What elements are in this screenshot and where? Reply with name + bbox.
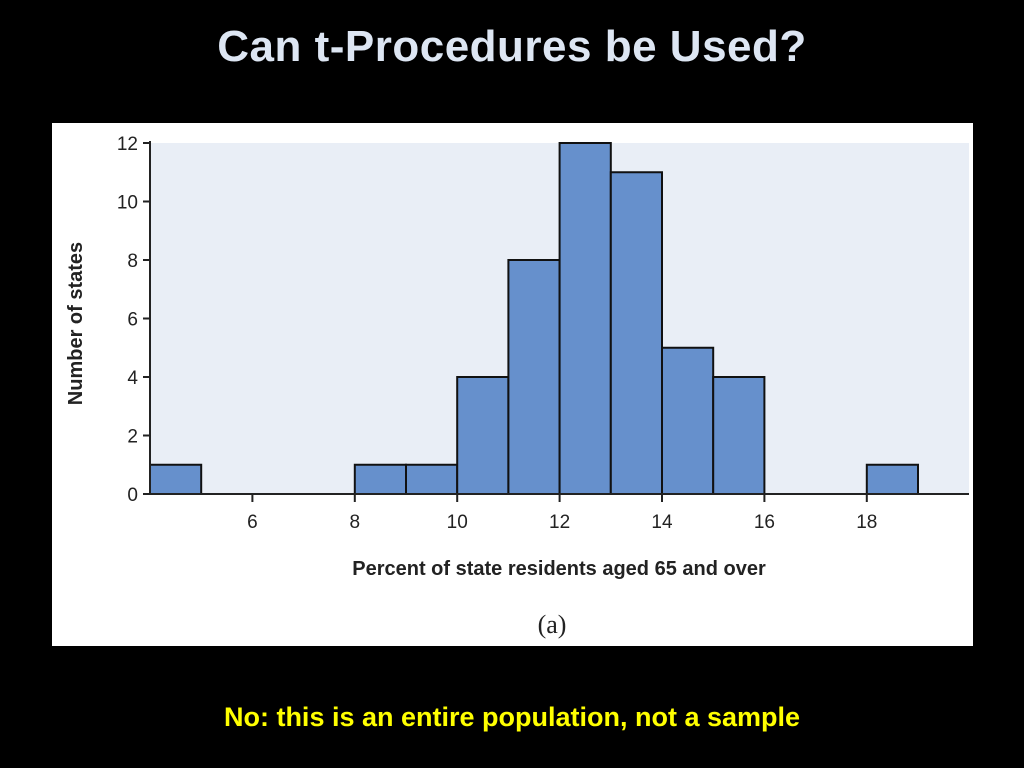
histogram-bar (353, 463, 407, 495)
y-tick-label: 8 (127, 251, 138, 272)
x-tick-label: 14 (651, 512, 673, 533)
x-tick-label: 10 (447, 512, 468, 533)
y-tick-label: 0 (127, 485, 138, 506)
slide-caption: No: this is an entire population, not a … (223, 702, 801, 732)
histogram-bar (405, 463, 459, 495)
y-axis-title: Number of states (65, 242, 87, 405)
x-tick-label: 12 (549, 512, 570, 533)
y-tick-label: 4 (127, 368, 138, 389)
x-tick-label: 16 (754, 512, 775, 533)
y-tick-label: 12 (117, 134, 138, 155)
x-tick-label: 18 (856, 512, 877, 533)
y-tick-label: 6 (127, 310, 138, 331)
histogram-bar (149, 463, 203, 495)
y-tick-label: 10 (117, 193, 138, 214)
histogram-bar (507, 259, 561, 495)
y-axis: 0 2 4 6 8 10 12 (117, 134, 151, 506)
histogram-bar (661, 346, 715, 495)
x-tick-label: 6 (247, 512, 258, 533)
figure-sublabel: (a) (538, 610, 567, 639)
y-tick-label: 2 (127, 427, 138, 448)
histogram-bar (609, 171, 663, 495)
x-axis: 6 8 10 12 14 16 18 (150, 493, 969, 533)
x-axis-title: Percent of state residents aged 65 and o… (352, 558, 766, 580)
bars-group (149, 142, 919, 495)
histogram-bar (558, 142, 612, 495)
slide-title: Can t-Procedures be Used? (217, 22, 807, 71)
x-tick-label: 8 (350, 512, 361, 533)
histogram-figure: 0 2 4 6 8 10 12 6 8 10 12 14 16 18 Number of states … (52, 123, 973, 646)
histogram-bar (865, 463, 919, 495)
histogram-bar (456, 376, 510, 495)
histogram-bar (712, 376, 766, 495)
